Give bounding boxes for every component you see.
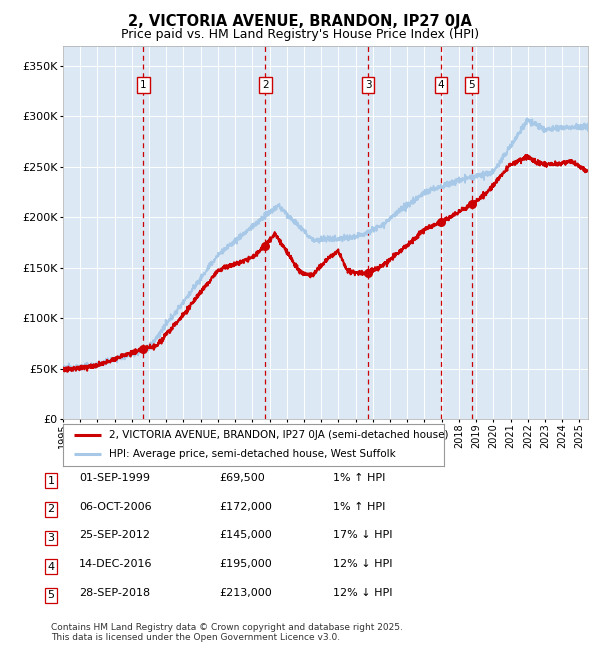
Text: 01-SEP-1999: 01-SEP-1999 bbox=[79, 473, 150, 483]
Text: 17% ↓ HPI: 17% ↓ HPI bbox=[333, 530, 392, 540]
Text: £69,500: £69,500 bbox=[219, 473, 265, 483]
Text: 28-SEP-2018: 28-SEP-2018 bbox=[79, 588, 151, 597]
Text: 5: 5 bbox=[469, 80, 475, 90]
Text: Contains HM Land Registry data © Crown copyright and database right 2025.
This d: Contains HM Land Registry data © Crown c… bbox=[51, 623, 403, 642]
Text: HPI: Average price, semi-detached house, West Suffolk: HPI: Average price, semi-detached house,… bbox=[109, 449, 395, 459]
Text: 5: 5 bbox=[47, 590, 55, 600]
Text: £195,000: £195,000 bbox=[219, 559, 272, 569]
Text: 25-SEP-2012: 25-SEP-2012 bbox=[79, 530, 150, 540]
Text: 1: 1 bbox=[47, 476, 55, 486]
Text: 2: 2 bbox=[262, 80, 269, 90]
Text: £145,000: £145,000 bbox=[219, 530, 272, 540]
Text: 4: 4 bbox=[437, 80, 444, 90]
Text: 2: 2 bbox=[47, 504, 55, 514]
Text: 12% ↓ HPI: 12% ↓ HPI bbox=[333, 588, 392, 597]
Text: £213,000: £213,000 bbox=[219, 588, 272, 597]
Text: 1% ↑ HPI: 1% ↑ HPI bbox=[333, 473, 385, 483]
Text: £172,000: £172,000 bbox=[219, 502, 272, 512]
Text: 4: 4 bbox=[47, 562, 55, 571]
Text: 3: 3 bbox=[47, 533, 55, 543]
Text: 2, VICTORIA AVENUE, BRANDON, IP27 0JA: 2, VICTORIA AVENUE, BRANDON, IP27 0JA bbox=[128, 14, 472, 29]
Text: 1: 1 bbox=[140, 80, 146, 90]
Text: 2, VICTORIA AVENUE, BRANDON, IP27 0JA (semi-detached house): 2, VICTORIA AVENUE, BRANDON, IP27 0JA (s… bbox=[109, 430, 448, 440]
Text: Price paid vs. HM Land Registry's House Price Index (HPI): Price paid vs. HM Land Registry's House … bbox=[121, 28, 479, 41]
Text: 3: 3 bbox=[365, 80, 371, 90]
Text: 06-OCT-2006: 06-OCT-2006 bbox=[79, 502, 152, 512]
Text: 12% ↓ HPI: 12% ↓ HPI bbox=[333, 559, 392, 569]
Text: 1% ↑ HPI: 1% ↑ HPI bbox=[333, 502, 385, 512]
Text: 14-DEC-2016: 14-DEC-2016 bbox=[79, 559, 152, 569]
